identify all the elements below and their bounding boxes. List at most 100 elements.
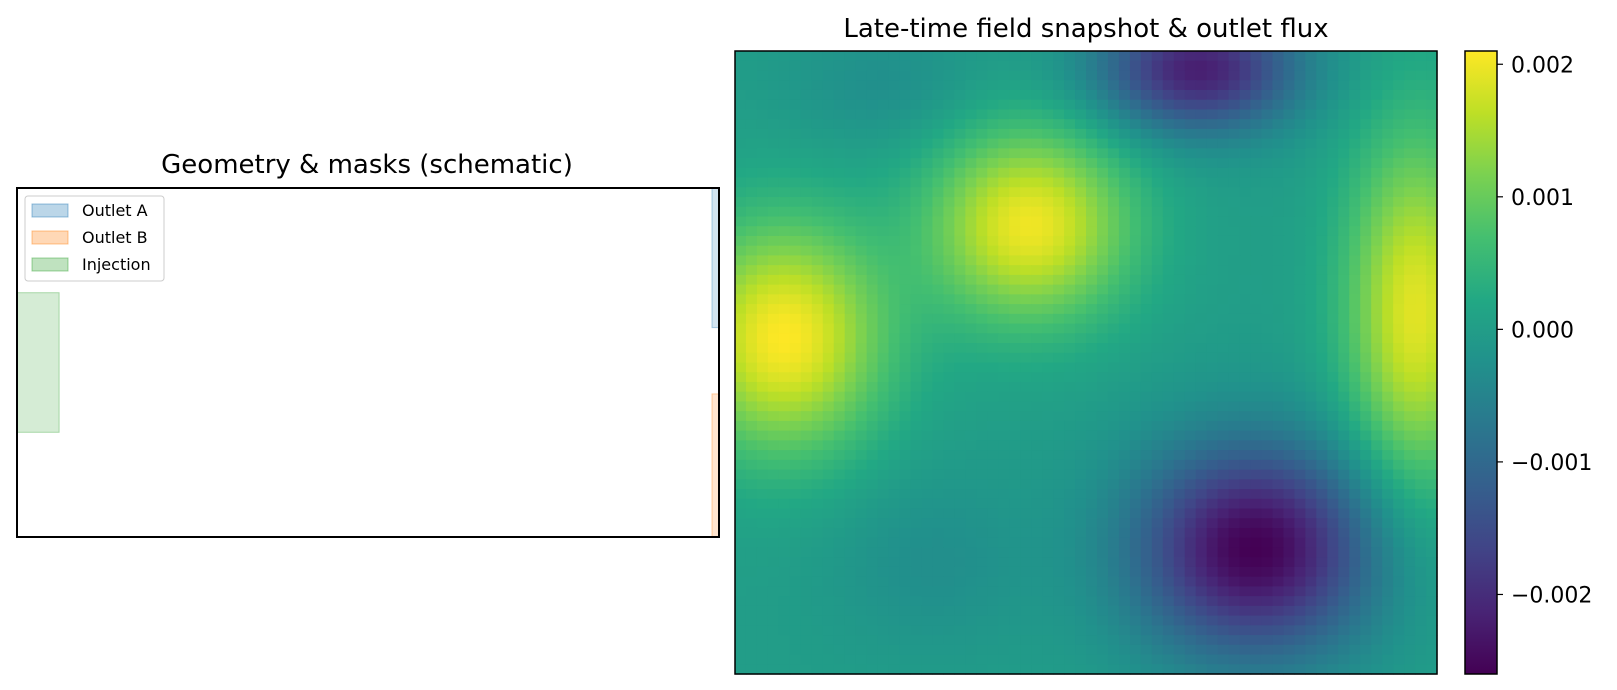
heatmap-cell <box>877 119 890 130</box>
heatmap-cell <box>1053 566 1065 578</box>
heatmap-cell <box>943 274 955 286</box>
heatmap-cell <box>1327 109 1339 120</box>
heatmap-cell <box>921 51 934 62</box>
heatmap-cell <box>976 440 988 451</box>
heatmap-cell <box>1195 274 1208 286</box>
heatmap-cell <box>1162 167 1175 179</box>
heatmap-cell <box>1009 352 1021 364</box>
heatmap-cell <box>1338 450 1350 461</box>
heatmap-cell <box>1009 372 1021 383</box>
heatmap-cell <box>855 128 868 140</box>
heatmap-cell <box>1151 255 1164 266</box>
heatmap-cell <box>822 411 835 422</box>
heatmap-cell <box>1020 615 1032 626</box>
heatmap-cell <box>1305 245 1317 257</box>
heatmap-cell <box>1140 197 1153 208</box>
heatmap-cell <box>822 625 835 636</box>
heatmap-cell <box>998 294 1010 305</box>
heatmap-cell <box>844 625 857 636</box>
heatmap-cell <box>745 420 758 432</box>
heatmap-cell <box>1415 450 1427 461</box>
heatmap-cell <box>1272 469 1285 480</box>
heatmap-cell <box>1096 635 1109 646</box>
heatmap-cell <box>888 235 901 247</box>
heatmap-cell <box>778 138 791 149</box>
heatmap-cell <box>1283 245 1296 257</box>
heatmap-cell <box>1327 313 1339 325</box>
heatmap-cell <box>1140 430 1153 441</box>
heatmap-cell <box>811 187 824 198</box>
heatmap-cell <box>756 109 769 120</box>
heatmap-cell <box>1107 148 1120 159</box>
heatmap-cell <box>800 459 813 471</box>
heatmap-cell <box>1195 197 1208 208</box>
heatmap-cell <box>1129 654 1142 665</box>
heatmap-cell <box>767 547 780 558</box>
heatmap-cell <box>1075 148 1087 159</box>
heatmap-cell <box>1195 440 1208 451</box>
heatmap-cell <box>1316 265 1328 276</box>
heatmap-cell <box>1305 664 1317 675</box>
heatmap-cell <box>822 158 835 169</box>
heatmap-cell <box>1195 313 1208 325</box>
heatmap-cell <box>1173 625 1186 636</box>
heatmap-cell <box>1075 216 1087 227</box>
heatmap-cell <box>998 119 1010 130</box>
heatmap-cell <box>1086 187 1098 198</box>
heatmap-cell <box>1042 635 1054 646</box>
heatmap-cell <box>1228 537 1241 549</box>
heatmap-cell <box>888 274 901 286</box>
heatmap-cell <box>1086 566 1098 578</box>
heatmap-cell <box>932 479 945 490</box>
heatmap-cell <box>1053 138 1065 149</box>
heatmap-cell <box>1261 148 1274 159</box>
heatmap-cell <box>1031 479 1043 490</box>
heatmap-cell <box>1316 274 1328 286</box>
heatmap-cell <box>866 284 879 295</box>
heatmap-cell <box>778 469 791 480</box>
heatmap-cell <box>745 313 758 325</box>
heatmap-cell <box>1316 109 1328 120</box>
heatmap-cell <box>735 60 747 72</box>
heatmap-cell <box>1031 401 1043 412</box>
heatmap-cell <box>1140 644 1153 656</box>
heatmap-cell <box>1338 596 1350 607</box>
heatmap-cell <box>800 187 813 198</box>
heatmap-cell <box>1118 479 1131 490</box>
heatmap-cell <box>1195 664 1208 675</box>
heatmap-cell <box>1382 547 1394 558</box>
heatmap-cell <box>932 167 945 179</box>
heatmap-cell <box>1206 635 1219 646</box>
heatmap-cell <box>1118 274 1131 286</box>
heatmap-cell <box>1316 333 1328 344</box>
heatmap-cell <box>1327 557 1339 568</box>
heatmap-cell <box>1316 566 1328 578</box>
heatmap-cell <box>965 469 977 480</box>
heatmap-cell <box>767 537 780 549</box>
heatmap-cell <box>833 235 846 247</box>
heatmap-cell <box>1316 596 1328 607</box>
heatmap-cell <box>1086 605 1098 617</box>
heatmap-cell <box>1064 372 1076 383</box>
heatmap-cell <box>756 304 769 315</box>
heatmap-cell <box>767 304 780 315</box>
heatmap-cell <box>965 625 977 636</box>
heatmap-cell <box>1162 459 1175 471</box>
heatmap-cell <box>1107 479 1120 490</box>
heatmap-cell <box>877 333 890 344</box>
heatmap-cell <box>877 323 890 334</box>
heatmap-cell <box>1042 430 1054 441</box>
heatmap-cell <box>1338 128 1350 140</box>
heatmap-cell <box>943 177 955 188</box>
heatmap-cell <box>1349 245 1361 257</box>
heatmap-cell <box>735 420 747 432</box>
heatmap-cell <box>1382 51 1394 62</box>
heatmap-cell <box>1404 420 1416 432</box>
heatmap-cell <box>1096 226 1109 237</box>
heatmap-cell <box>954 654 966 665</box>
heatmap-cell <box>735 216 747 227</box>
heatmap-cell <box>1371 167 1383 179</box>
heatmap-cell <box>1426 128 1438 140</box>
heatmap-cell <box>1338 294 1350 305</box>
heatmap-cell <box>756 401 769 412</box>
